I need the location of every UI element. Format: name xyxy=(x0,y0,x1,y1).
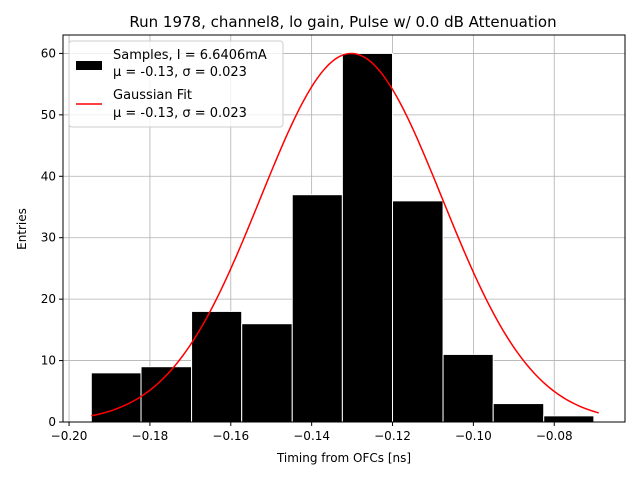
legend-samples-label: Samples, I = 6.6406mA xyxy=(113,48,267,63)
x-tick-label: −0.16 xyxy=(212,429,249,443)
legend-samples-swatch xyxy=(76,61,102,70)
y-tick-label: 10 xyxy=(41,354,56,368)
histogram-bar xyxy=(392,200,444,423)
x-axis-ticks: −0.20 −0.18 −0.16 −0.14 −0.12 −0.10 −0.08 xyxy=(51,422,573,443)
histogram-bar xyxy=(341,52,394,423)
x-axis-label: Timing from OFCs [ns] xyxy=(276,451,411,465)
legend-fit-label: Gaussian Fit xyxy=(113,88,192,103)
legend: Samples, I = 6.6406mA μ = -0.13, σ = 0.0… xyxy=(68,40,284,128)
y-tick-label: 60 xyxy=(41,46,56,60)
x-tick-label: −0.18 xyxy=(132,429,169,443)
histogram-bar xyxy=(191,310,243,423)
x-tick-label: −0.10 xyxy=(455,429,492,443)
x-tick-label: −0.12 xyxy=(374,429,411,443)
y-axis-ticks: 0 10 20 30 40 50 60 xyxy=(41,46,63,429)
legend-fit-stats: μ = -0.13, σ = 0.023 xyxy=(113,106,247,121)
chart-title: Run 1978, channel8, lo gain, Pulse w/ 0.… xyxy=(129,13,556,31)
histogram-bar xyxy=(543,415,595,423)
y-tick-label: 30 xyxy=(41,231,56,245)
histogram-bar xyxy=(492,403,545,423)
x-tick-label: −0.08 xyxy=(536,429,573,443)
histogram-bar xyxy=(291,194,343,423)
histogram-bar xyxy=(241,323,293,423)
y-tick-label: 40 xyxy=(41,169,56,183)
y-tick-label: 20 xyxy=(41,292,56,306)
gaussian-fit-line xyxy=(91,52,599,417)
x-tick-label: −0.14 xyxy=(293,429,330,443)
histogram-bars xyxy=(90,52,595,423)
y-axis-label: Entries xyxy=(15,208,29,250)
plot-frame xyxy=(62,34,626,423)
legend-samples-stats: μ = -0.13, σ = 0.023 xyxy=(113,65,247,80)
histogram-bar xyxy=(442,353,494,423)
y-tick-label: 0 xyxy=(48,415,56,429)
x-tick-label: −0.20 xyxy=(51,429,88,443)
legend-box xyxy=(68,40,284,128)
y-tick-label: 50 xyxy=(41,108,56,122)
